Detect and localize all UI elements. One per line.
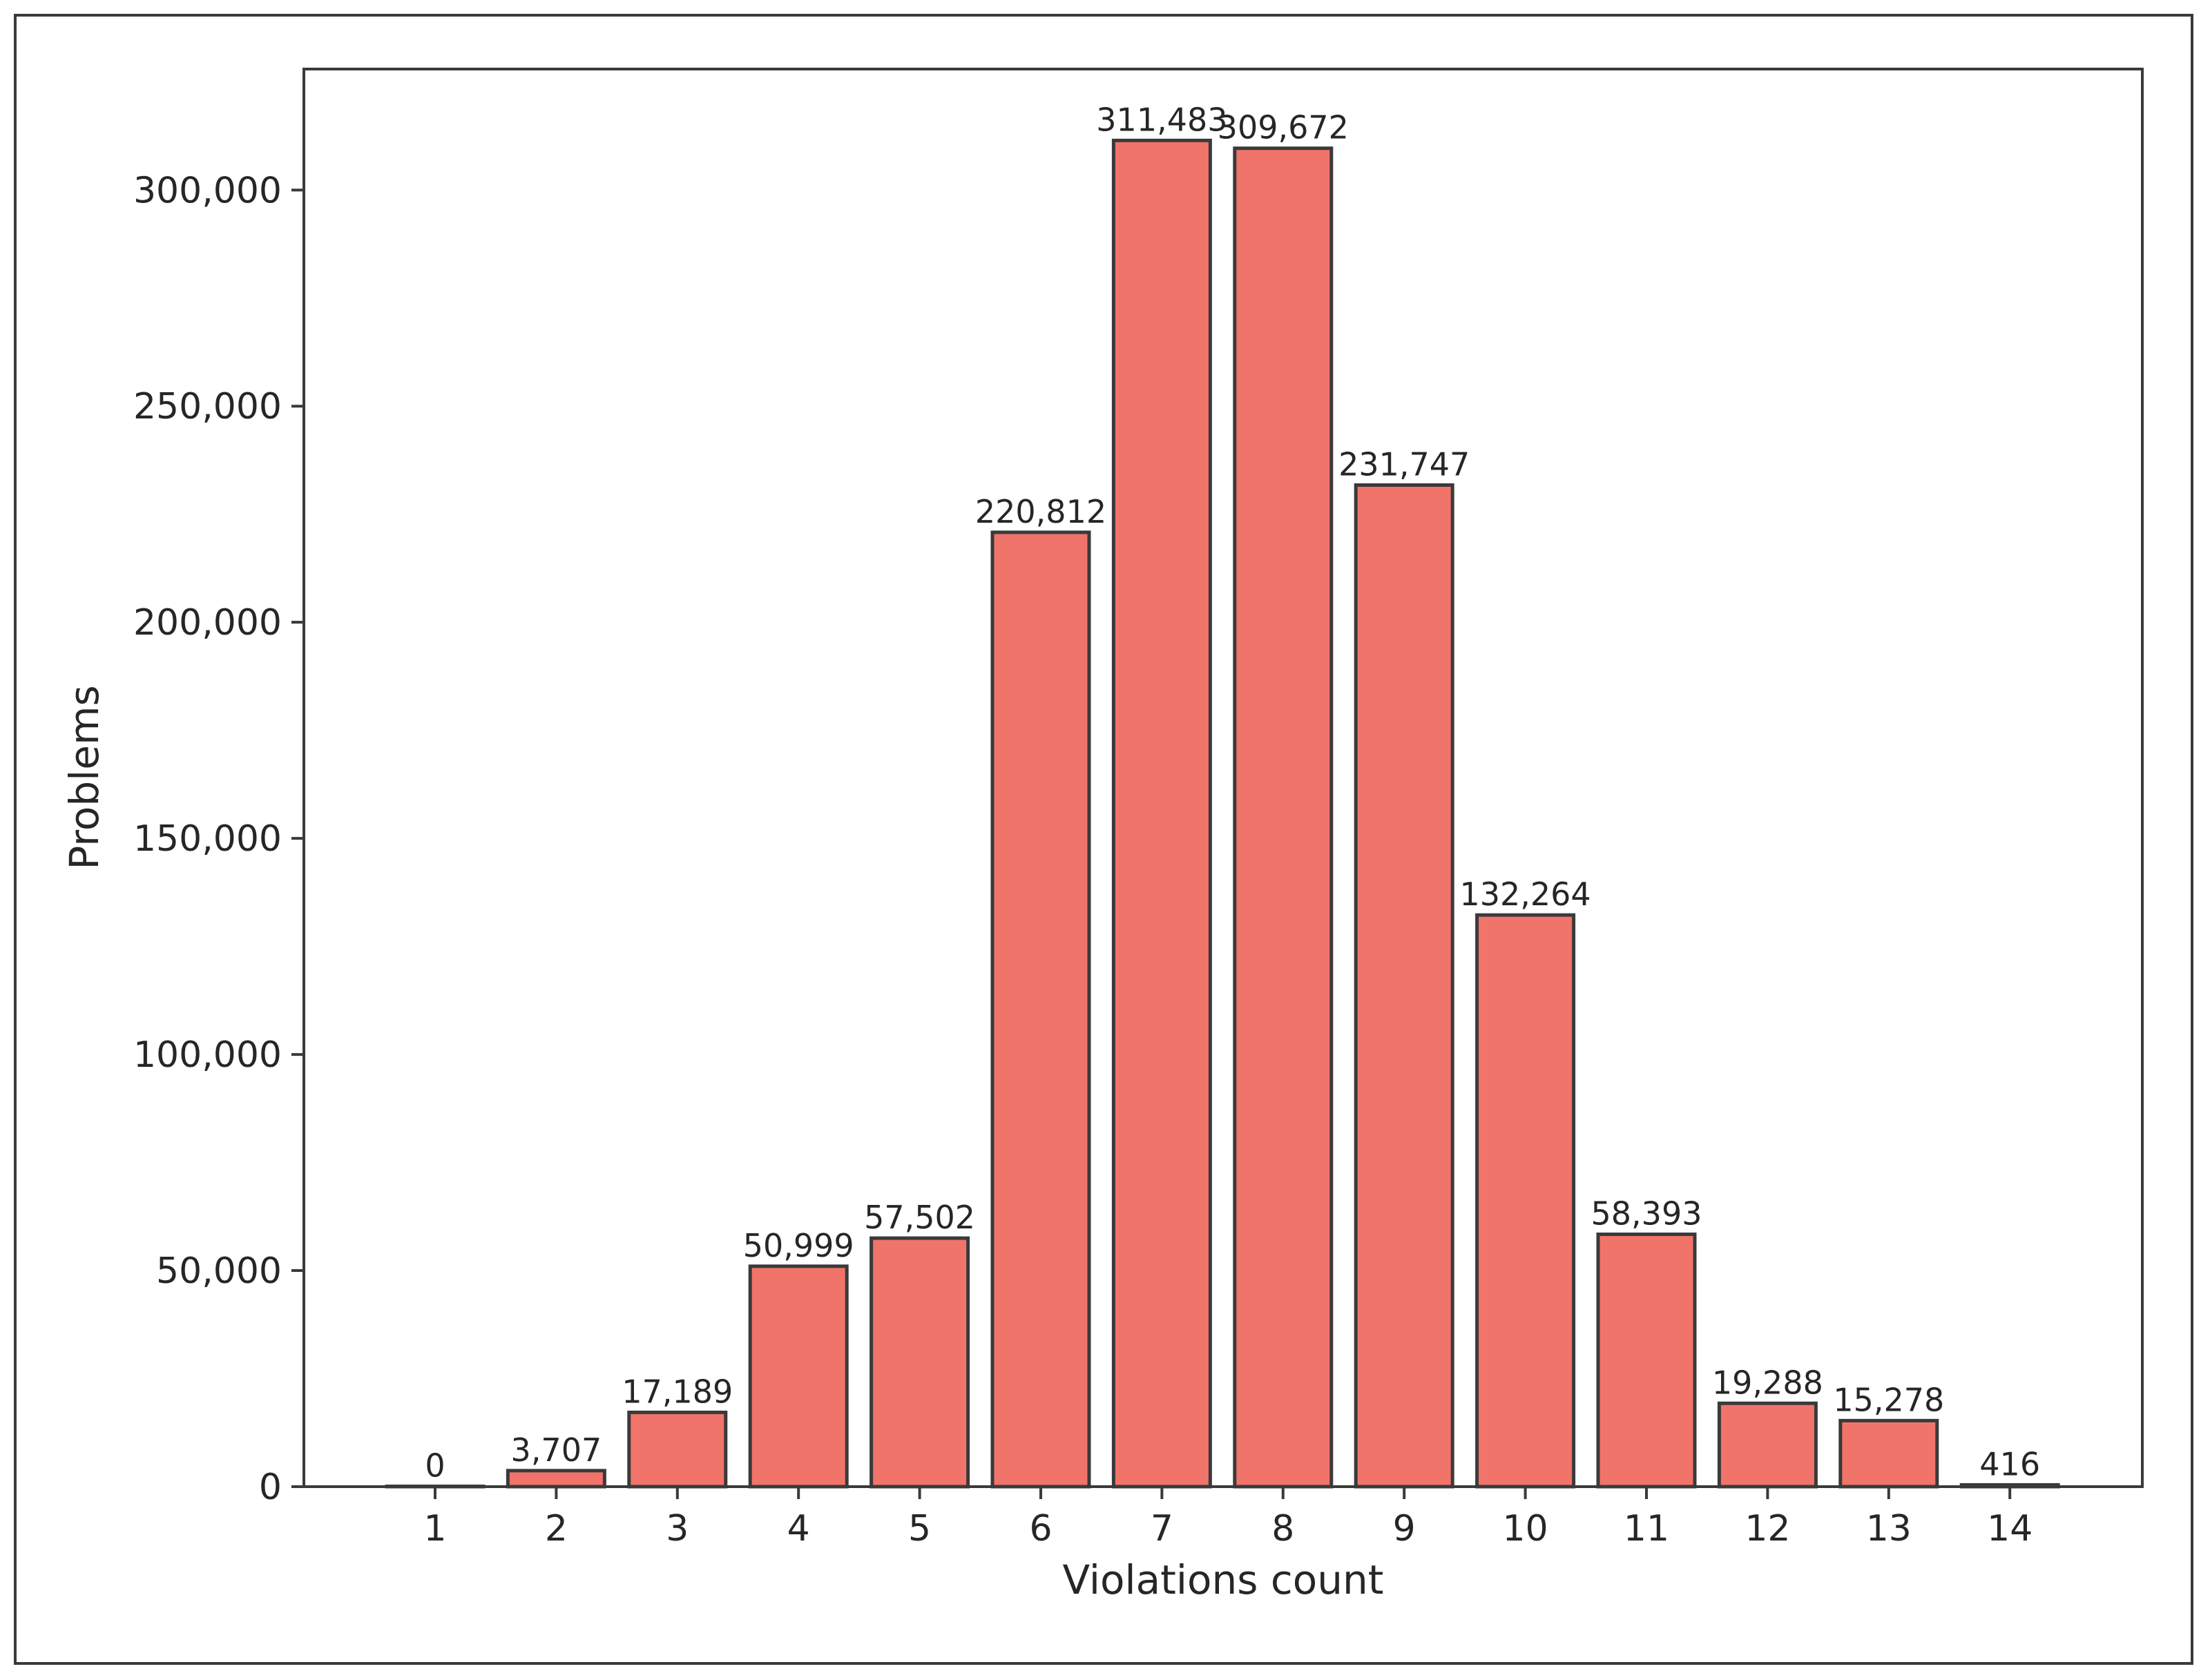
y-tick-label: 0 [259,1467,282,1508]
x-tick-label: 6 [1029,1508,1052,1549]
y-tick-label: 250,000 [133,386,282,427]
bar-4 [748,1264,849,1489]
x-tick-label: 3 [666,1508,689,1549]
bar-value-label-3: 17,189 [622,1373,733,1410]
x-tick-label: 13 [1866,1508,1912,1549]
plot-area-frame [302,68,2144,1488]
bar-11 [1596,1233,1697,1489]
bar-6 [990,530,1091,1489]
x-tick-label: 7 [1151,1508,1173,1549]
bar-value-label-2: 3,707 [511,1431,602,1469]
bar-12 [1717,1401,1818,1489]
bar-value-label-12: 19,288 [1712,1364,1823,1401]
bar-value-label-8: 309,672 [1218,109,1349,146]
bar-9 [1354,483,1454,1489]
y-tick-label: 300,000 [133,170,282,211]
x-axis-ticks: 1 2 3 4 5 6 7 8 9 10 11 12 13 14 [423,1487,2033,1549]
x-tick-label: 14 [1987,1508,2033,1549]
bar-value-label-10: 132,264 [1459,876,1591,913]
bar-2 [506,1469,606,1489]
bar-value-label-5: 57,502 [864,1199,975,1236]
x-tick-label: 1 [423,1508,446,1549]
x-tick-label: 9 [1393,1508,1416,1549]
x-tick-label: 5 [908,1508,931,1549]
bar-value-label-6: 220,812 [975,493,1106,530]
x-tick-label: 8 [1271,1508,1294,1549]
x-tick-label: 12 [1745,1508,1790,1549]
y-tick-label: 200,000 [133,602,282,644]
bar-7 [1111,138,1212,1489]
bar-value-label-14: 416 [1979,1445,2040,1483]
bar-value-label-1: 0 [425,1447,445,1485]
bar-value-label-9: 231,747 [1338,445,1470,483]
bar-value-labels: 0 3,707 17,189 50,999 57,502 220,812 311,48330… [425,101,2040,1484]
bar-13 [1838,1418,1939,1489]
y-axis-ticks: 0 50,000 100,000 150,000 200,000 250,000 300,0… [133,170,304,1508]
bar-8 [1233,146,1334,1489]
bar-value-label-11: 58,393 [1591,1195,1702,1233]
bar-5 [869,1236,970,1489]
x-tick-label: 10 [1503,1508,1548,1549]
bar-value-label-4: 50,999 [743,1227,854,1264]
x-tick-label: 11 [1624,1508,1669,1549]
bar-value-label-7: 311,483 [1096,101,1227,138]
chart-frame [14,14,2193,1665]
y-axis-title: Problems [61,685,108,869]
y-tick-label: 50,000 [156,1251,282,1292]
x-axis-title: Violations count [1062,1556,1383,1603]
bar-value-label-13: 15,278 [1833,1381,1944,1418]
bar-3 [627,1410,728,1489]
y-tick-label: 100,000 [133,1034,282,1076]
bar-10 [1475,913,1576,1489]
y-tick-label: 150,000 [133,818,282,860]
x-tick-label: 2 [545,1508,568,1549]
bars [385,138,2060,1489]
x-tick-label: 4 [787,1508,810,1549]
